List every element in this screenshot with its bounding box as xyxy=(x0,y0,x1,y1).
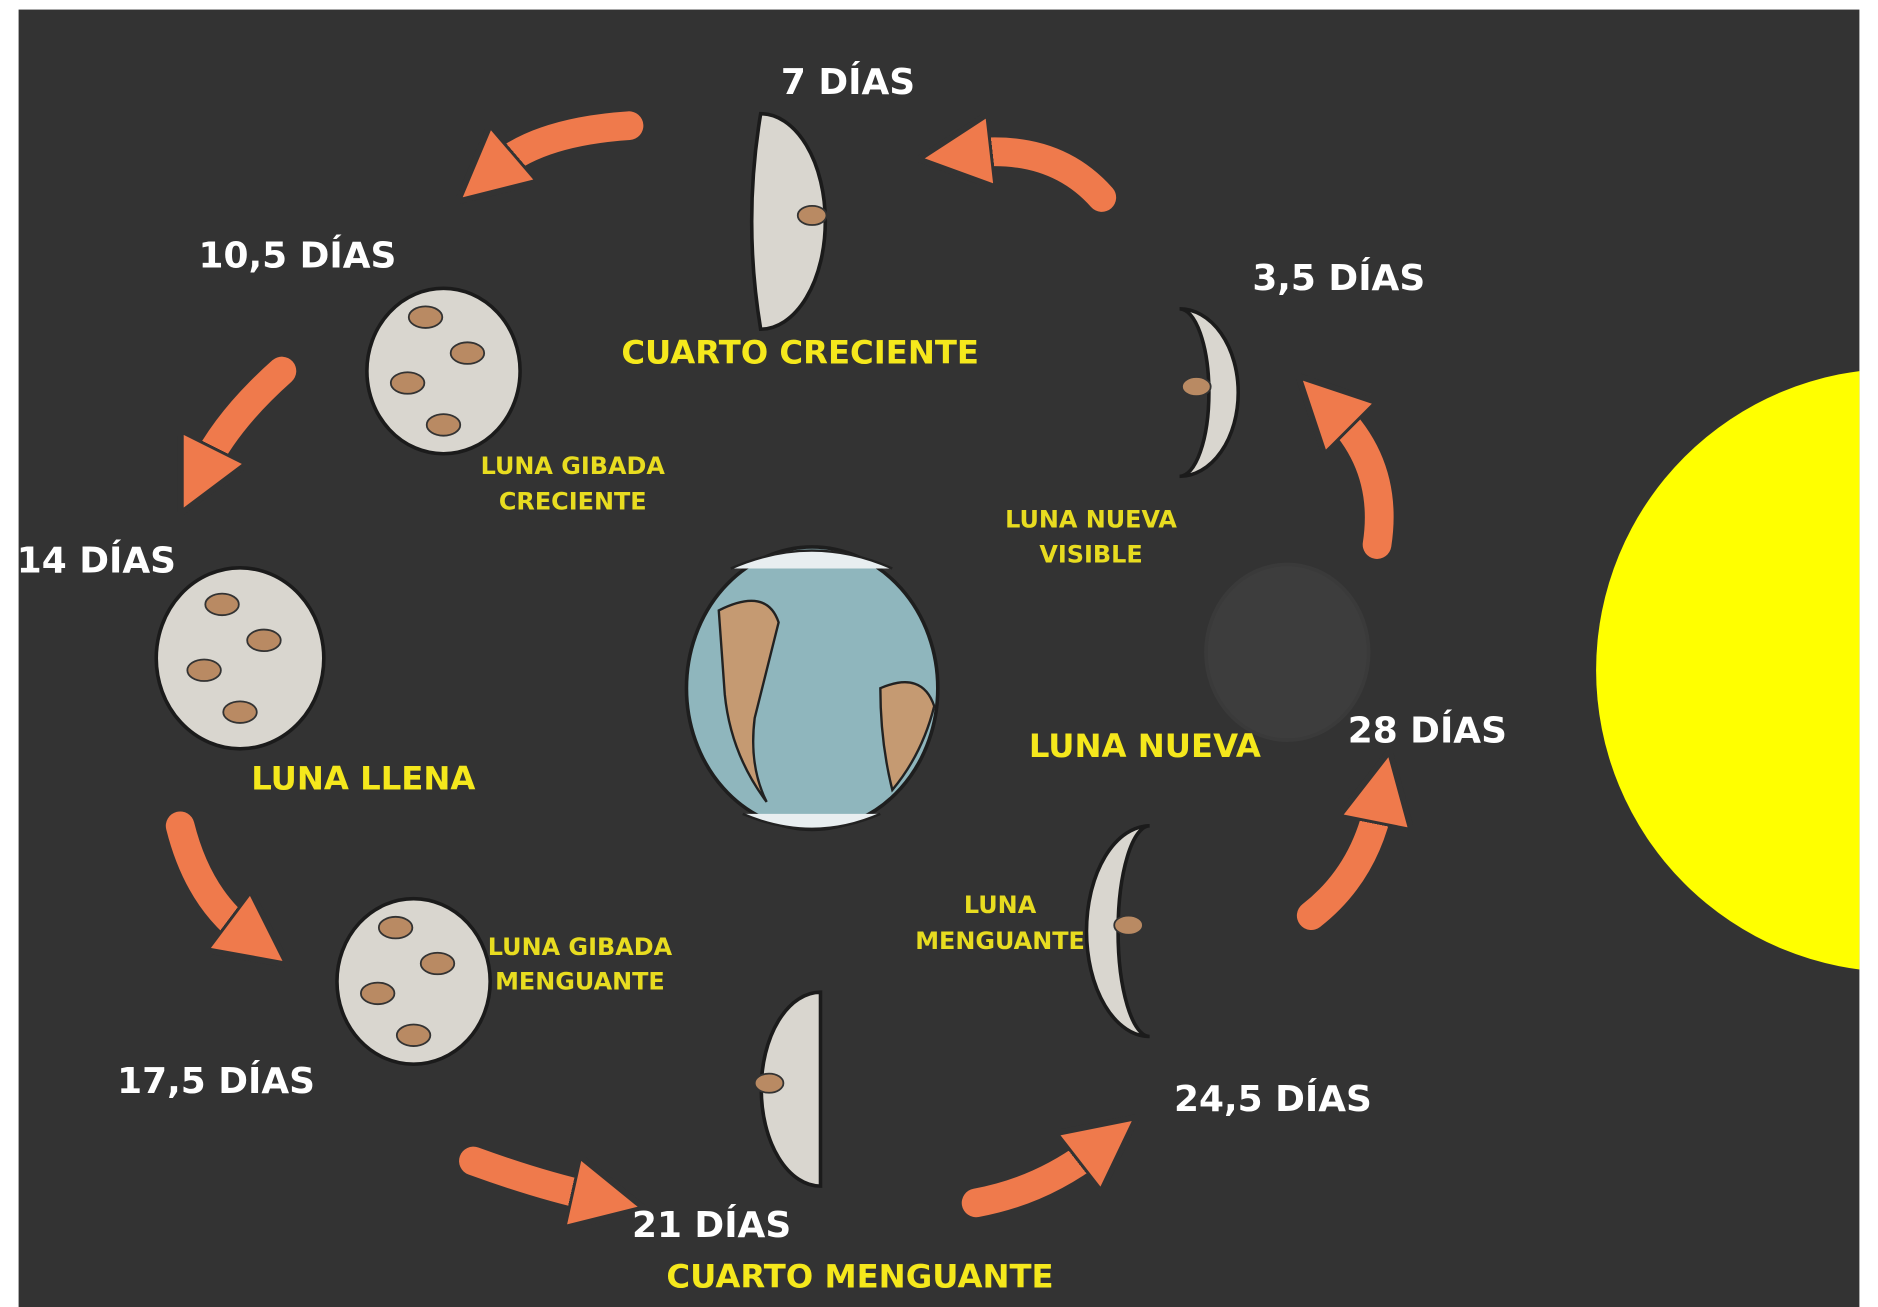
earth xyxy=(686,547,937,829)
days-label: 14 DÍAS xyxy=(17,540,176,582)
crater xyxy=(451,342,485,364)
crater xyxy=(247,630,281,652)
days-label: 21 DÍAS xyxy=(632,1204,791,1246)
moon xyxy=(1206,564,1369,740)
phase-name: CUARTO MENGUANTE xyxy=(666,1257,1053,1295)
crater xyxy=(397,1025,431,1047)
crater xyxy=(1114,916,1143,935)
crater xyxy=(187,659,221,681)
phase-name: LUNA xyxy=(964,891,1037,919)
phase-name: LUNA NUEVA xyxy=(1005,506,1177,534)
days-label: 17,5 DÍAS xyxy=(117,1060,315,1102)
moon-phases-diagram: 28 DÍAS LUNA NUEVA 3,5 DÍAS LUNA NUEVA VISIB… xyxy=(0,0,1878,1307)
crater xyxy=(755,1074,784,1093)
days-label: 24,5 DÍAS xyxy=(1174,1078,1372,1120)
crater xyxy=(427,414,461,436)
moon xyxy=(156,568,324,749)
phase-name: LUNA GIBADA xyxy=(481,452,666,480)
days-label: 3,5 DÍAS xyxy=(1252,257,1425,299)
days-label: 7 DÍAS xyxy=(781,61,915,103)
moon-body xyxy=(1206,564,1369,740)
days-label: 10,5 DÍAS xyxy=(199,234,397,276)
phase-name: MENGUANTE xyxy=(495,968,665,996)
phase-name: LUNA GIBADA xyxy=(488,933,673,961)
crater xyxy=(409,306,443,328)
phase-name: CUARTO CRECIENTE xyxy=(621,333,979,371)
phase-name: VISIBLE xyxy=(1039,540,1142,568)
crater xyxy=(421,953,455,975)
phase-name: CRECIENTE xyxy=(499,488,647,516)
phase-name: LUNA NUEVA xyxy=(1029,727,1261,765)
phase-name: MENGUANTE xyxy=(915,927,1085,955)
moon xyxy=(337,899,490,1064)
days-label: 28 DÍAS xyxy=(1348,709,1507,751)
crater xyxy=(1182,377,1211,396)
moon xyxy=(367,288,520,453)
crater xyxy=(391,372,425,394)
crater xyxy=(379,917,413,939)
crater xyxy=(361,983,395,1005)
crater xyxy=(798,206,827,225)
crater xyxy=(223,701,257,723)
phase-name: LUNA LLENA xyxy=(251,759,475,797)
crater xyxy=(205,594,239,616)
